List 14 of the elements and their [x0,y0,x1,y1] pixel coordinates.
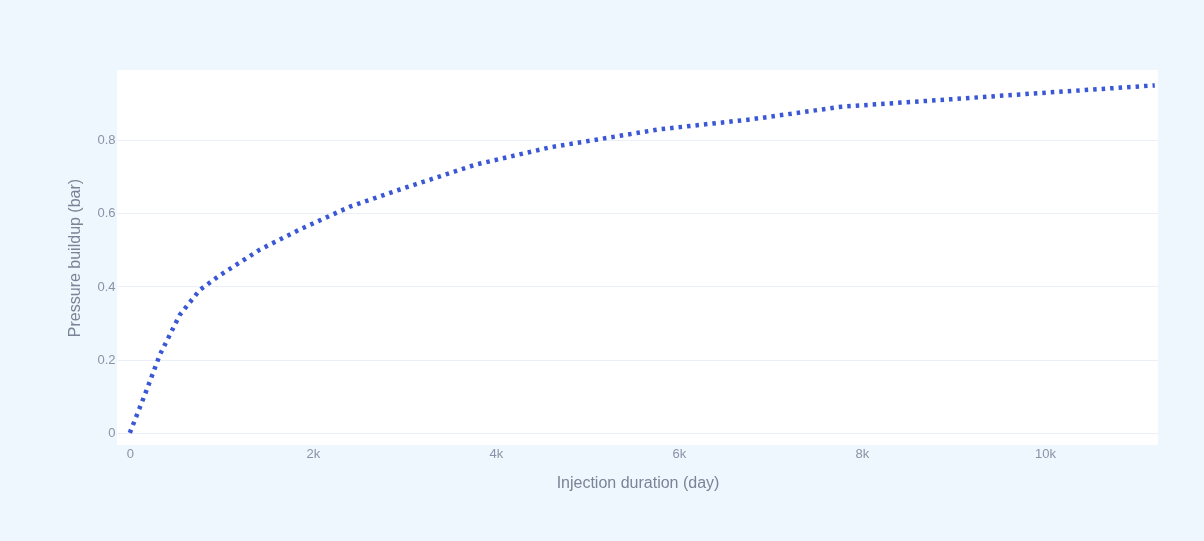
x-tick-label: 2k [306,445,321,461]
y-axis-title: Pressure buildup (bar) [66,178,84,338]
y-tick-label: 0 [108,425,116,441]
x-axis-title: Injection duration (day) [556,473,720,491]
y-tick-label: 0.2 [97,352,116,368]
line-series [127,83,1158,436]
x-tick-label: 6k [672,445,687,461]
x-tick-label: 8k [855,445,870,461]
y-tick-label: 0.8 [97,132,116,148]
y-tick-label: 0.6 [97,205,116,221]
x-tick-label: 10k [1034,445,1057,461]
y-tick-label: 0.4 [97,278,116,294]
x-tick-label: 4k [489,445,504,461]
x-tick-label: 0 [126,445,134,461]
